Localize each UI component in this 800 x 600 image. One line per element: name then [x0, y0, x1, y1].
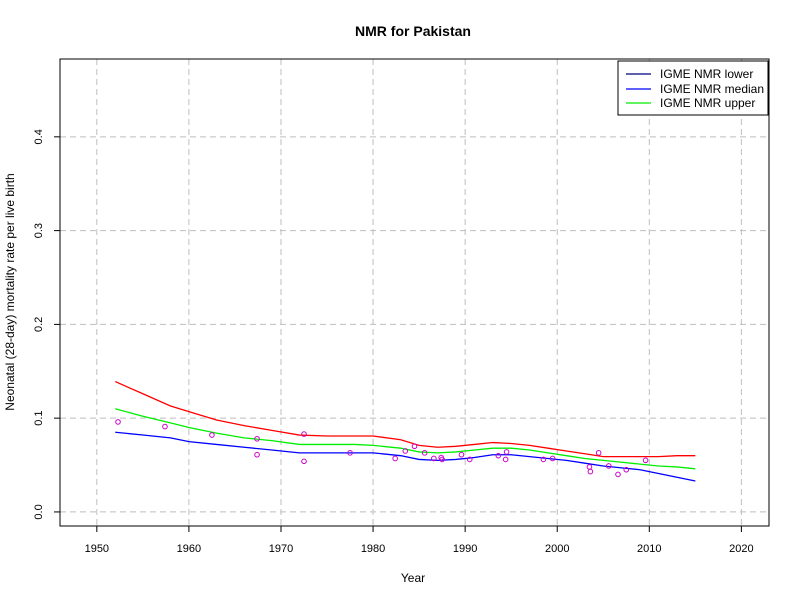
legend-label-median: IGME NMR median	[660, 82, 764, 96]
x-axis-label: Year	[401, 571, 425, 585]
x-tick-label: 2010	[637, 543, 661, 555]
x-tick-label: 1990	[453, 543, 477, 555]
series-lines	[114, 380, 696, 482]
data-point	[162, 423, 168, 430]
x-tick-label: 2000	[545, 543, 569, 555]
data-point	[458, 451, 465, 458]
data-point	[595, 450, 602, 456]
plot-frame	[59, 58, 770, 527]
y-axis-label: Neonatal (28-day) mortality rate per liv…	[3, 173, 17, 410]
series-line-2	[115, 431, 696, 482]
data-point	[605, 463, 612, 469]
legend: IGME NMR lower IGME NMR median IGME NMR …	[617, 60, 769, 116]
x-tick-label: 1960	[177, 543, 201, 555]
data-point	[392, 455, 398, 462]
legend-box	[617, 60, 769, 116]
data-point	[502, 456, 509, 463]
data-point	[623, 466, 630, 473]
data-point	[421, 450, 428, 456]
data-point	[301, 458, 307, 465]
x-tick-label: 1980	[361, 543, 385, 555]
y-tick-label: 0.4	[33, 129, 45, 144]
data-point	[301, 431, 307, 437]
data-point	[586, 464, 593, 470]
data-point	[254, 451, 260, 458]
data-point	[115, 419, 121, 425]
data-point	[209, 432, 215, 438]
data-point	[402, 448, 409, 454]
data-point	[254, 435, 260, 442]
y-tick-label: 0.2	[33, 317, 45, 332]
y-tick-label: 0.3	[33, 223, 45, 238]
data-point	[439, 456, 445, 463]
data-point	[642, 457, 649, 464]
y-tick-label: 0.1	[33, 411, 45, 426]
data-point	[549, 455, 556, 462]
grid	[60, 59, 769, 526]
data-point	[540, 456, 547, 463]
x-tick-label: 1950	[85, 543, 109, 555]
data-point	[503, 449, 510, 455]
chart-title: NMR for Pakistan	[355, 23, 471, 39]
data-point	[347, 450, 353, 456]
x-tick-label: 1970	[269, 543, 293, 555]
data-point	[615, 471, 621, 478]
data-point	[587, 468, 594, 475]
series-line-0	[114, 380, 696, 458]
x-axis: 1950 1960 1970 1980 1990 2000 2010 2020	[85, 526, 754, 555]
data-points	[115, 419, 649, 478]
x-tick-label: 2020	[729, 543, 753, 555]
data-point	[411, 443, 418, 450]
legend-label-upper: IGME NMR upper	[660, 96, 755, 110]
data-point	[431, 455, 437, 462]
series-line-1	[115, 408, 696, 470]
y-axis: 0.0 0.1 0.2 0.3 0.4	[33, 129, 60, 520]
data-point	[495, 452, 502, 459]
legend-label-lower: IGME NMR lower	[660, 67, 753, 81]
data-point	[466, 456, 473, 463]
y-tick-label: 0.0	[33, 504, 45, 519]
